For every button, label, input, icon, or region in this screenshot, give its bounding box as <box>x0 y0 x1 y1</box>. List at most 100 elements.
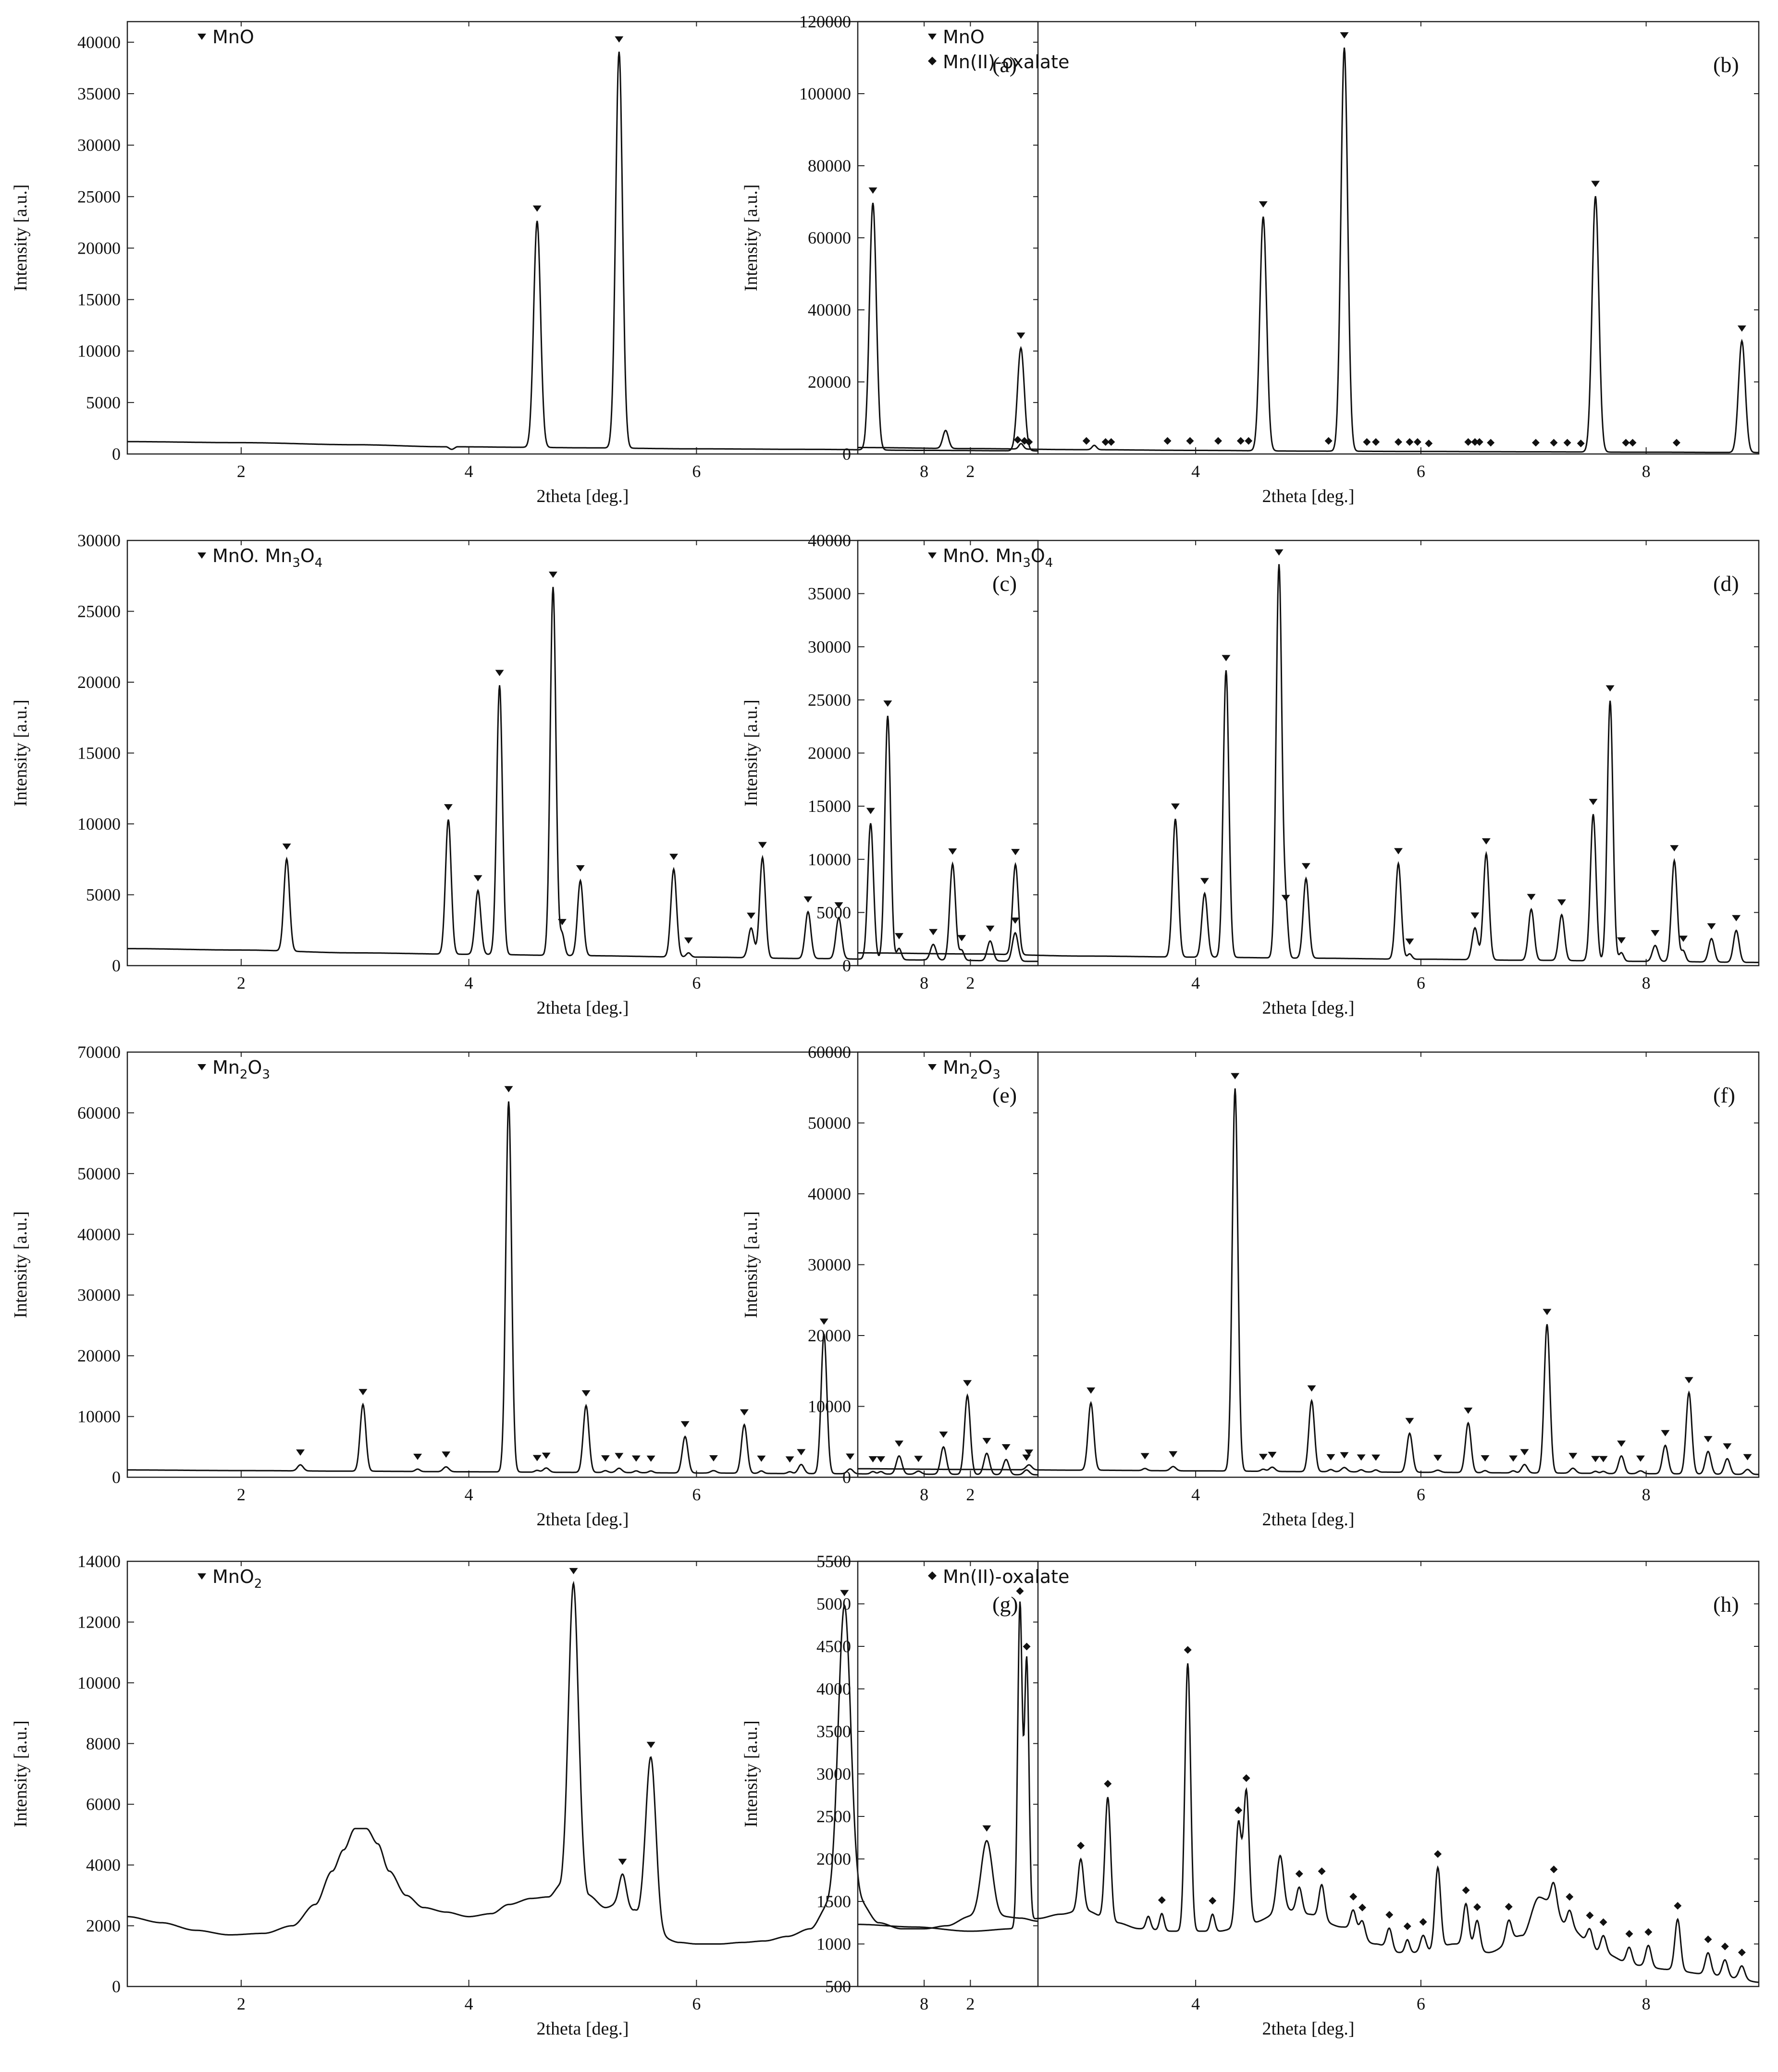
peak-marker-triangle <box>1707 923 1716 930</box>
xrd-trace <box>127 1101 1038 1476</box>
y-tick-label: 12000 <box>77 1612 121 1631</box>
x-tick-label: 4 <box>465 462 473 481</box>
legend-triangle-icon <box>928 1064 937 1070</box>
y-tick-label: 40000 <box>77 33 121 52</box>
legend-subscript: 2 <box>254 1577 262 1591</box>
legend-text: O <box>300 545 315 566</box>
y-tick-label: 20000 <box>77 673 121 692</box>
peak-markers <box>532 36 1025 339</box>
peak-marker-triangle <box>1661 1430 1670 1436</box>
x-tick-label: 4 <box>1191 973 1200 993</box>
legend-text: O <box>247 1057 262 1078</box>
peak-marker-triangle <box>877 1456 886 1463</box>
y-tick-label: 10000 <box>77 342 121 361</box>
y-axis-label: Intensity [a.u.] <box>11 184 31 292</box>
y-tick-label: 20000 <box>77 238 121 257</box>
x-tick-label: 4 <box>1191 1994 1200 2013</box>
y-tick-label: 70000 <box>77 1042 121 1062</box>
peak-marker-triangle <box>1732 915 1741 921</box>
legend-label: Mn(II)-oxalate <box>943 1566 1069 1587</box>
peak-marker-diamond <box>1363 438 1371 446</box>
legend-subscript: 4 <box>1045 556 1053 570</box>
peak-marker-diamond <box>1464 438 1472 446</box>
xrd-trace <box>858 1601 1759 1983</box>
peak-marker-triangle <box>895 1440 904 1447</box>
peak-marker-triangle <box>1200 878 1209 884</box>
y-tick-label: 0 <box>842 1468 851 1487</box>
peak-marker-diamond <box>1184 1646 1192 1654</box>
x-tick-label: 4 <box>465 973 473 993</box>
peak-marker-triangle <box>1557 899 1566 906</box>
panel-label: (f) <box>1713 1083 1735 1107</box>
peak-marker-triangle <box>1589 798 1598 805</box>
peak-marker-triangle <box>548 571 557 578</box>
peak-marker-diamond <box>1487 439 1495 447</box>
y-tick-label: 40000 <box>808 1184 851 1203</box>
y-tick-label: 30000 <box>808 637 851 656</box>
peak-marker-triangle <box>581 1390 591 1397</box>
y-tick-label: 15000 <box>77 744 121 763</box>
peak-marker-triangle <box>413 1454 422 1460</box>
peak-marker-triangle <box>473 875 482 882</box>
panel-b: 0 20000 40000 60000 80000 100000 120000 2 4 6 8 2th… <box>741 12 1760 506</box>
legend-label: MnO <box>212 26 254 48</box>
plot-frame <box>857 1051 1760 1478</box>
peak-marker-triangle <box>1016 332 1025 339</box>
y-tick-label: 500 <box>825 1977 851 1996</box>
plot-frame <box>126 21 1039 455</box>
peak-marker-triangle <box>883 700 892 707</box>
legend-text: MnO <box>212 1566 254 1587</box>
peak-marker-diamond <box>1295 1870 1303 1878</box>
y-axis-label: Intensity [a.u.] <box>741 699 761 807</box>
plot-frame <box>857 1560 1760 1987</box>
peak-marker-triangle <box>1231 1073 1240 1079</box>
peak-marker-diamond <box>1025 438 1033 446</box>
peak-marker-diamond <box>1101 438 1110 446</box>
legend-triangle-icon <box>198 1064 206 1070</box>
y-tick-label: 0 <box>112 1977 121 1996</box>
peak-marker-diamond <box>1419 1918 1427 1926</box>
panel-label: (h) <box>1713 1592 1739 1617</box>
y-tick-label: 50000 <box>77 1164 121 1183</box>
peak-marker-diamond <box>1318 1867 1326 1876</box>
peak-marker-triangle <box>532 205 542 212</box>
y-tick-label: 10000 <box>77 1407 121 1426</box>
peak-marker-triangle <box>504 1086 513 1092</box>
y-tick-label: 50000 <box>808 1114 851 1133</box>
x-tick-label: 2 <box>966 1994 975 2013</box>
legend-triangle-icon <box>198 552 206 559</box>
peak-marker-diamond <box>1016 1587 1024 1595</box>
legend-label: MnO2 <box>212 1566 262 1591</box>
y-tick-label: 120000 <box>799 12 851 31</box>
y-axis-label: Intensity [a.u.] <box>11 1211 31 1318</box>
peak-marker-diamond <box>1023 1643 1031 1651</box>
y-tick-label: 20000 <box>77 1346 121 1365</box>
y-tick-label: 10000 <box>77 814 121 834</box>
peak-marker-diamond <box>1625 1930 1633 1938</box>
peak-marker-triangle <box>982 1825 991 1832</box>
x-tick-label: 8 <box>1642 1485 1651 1504</box>
peak-marker-triangle <box>758 842 767 848</box>
legend-text: Mn <box>212 1057 240 1078</box>
peak-marker-triangle <box>680 1421 690 1428</box>
x-tick-label: 6 <box>1417 462 1425 481</box>
peak-marker-diamond <box>1425 440 1433 447</box>
legend-subscript: 4 <box>315 556 323 570</box>
legend-text: MnO. Mn <box>212 545 292 566</box>
peak-marker-triangle <box>1636 1455 1645 1462</box>
peak-markers <box>569 1568 991 1865</box>
peak-marker-diamond <box>1622 439 1630 447</box>
y-tick-label: 30000 <box>808 1255 851 1275</box>
peak-marker-triangle <box>495 670 504 676</box>
panel-g: 0 2000 4000 6000 8000 10000 12000 14000 2 4 6 8 2the… <box>11 1552 1039 2039</box>
x-axis-label: 2theta [deg.] <box>1262 2019 1354 2039</box>
peak-marker-diamond <box>1358 1903 1366 1912</box>
peak-marker-triangle <box>1704 1436 1713 1443</box>
peak-marker-diamond <box>1471 438 1479 446</box>
x-tick-label: 2 <box>237 462 246 481</box>
legend-subscript: 3 <box>1023 556 1031 570</box>
peak-marker-triangle <box>557 919 567 925</box>
peak-marker-triangle <box>1527 894 1536 900</box>
y-tick-label: 6000 <box>86 1795 121 1814</box>
peak-marker-triangle <box>1222 655 1231 662</box>
